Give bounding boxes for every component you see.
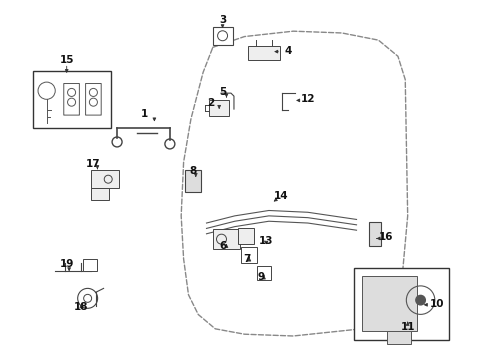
Bar (83, 260, 97, 271)
Bar (241, 247, 257, 263)
Text: 19: 19 (60, 259, 74, 269)
Text: 18: 18 (74, 302, 88, 312)
Text: 4: 4 (284, 46, 291, 56)
Bar (386, 331, 410, 344)
FancyBboxPatch shape (63, 84, 79, 115)
Text: 13: 13 (259, 236, 273, 246)
Text: 14: 14 (273, 191, 288, 201)
Text: 1: 1 (141, 109, 148, 119)
Circle shape (415, 296, 425, 305)
Bar (91, 188, 109, 200)
Bar (185, 170, 201, 192)
Bar (257, 266, 270, 280)
Bar (238, 228, 253, 244)
Bar (361, 276, 416, 331)
Text: 2: 2 (206, 98, 214, 108)
Bar (368, 222, 380, 246)
Text: 3: 3 (219, 15, 226, 26)
Bar (33, 71, 110, 128)
Bar (91, 170, 119, 188)
Text: 15: 15 (60, 55, 74, 65)
Text: 16: 16 (378, 232, 392, 242)
Bar (247, 46, 279, 60)
Text: 12: 12 (300, 94, 314, 104)
Text: 11: 11 (400, 322, 414, 332)
Text: 9: 9 (258, 272, 264, 282)
Bar (212, 229, 240, 249)
Bar (209, 100, 229, 116)
Text: 5: 5 (219, 87, 226, 97)
Bar (353, 268, 448, 339)
Text: 10: 10 (429, 299, 443, 309)
Text: 6: 6 (219, 241, 226, 251)
Text: 7: 7 (243, 254, 250, 264)
Text: 17: 17 (86, 159, 101, 169)
Text: 8: 8 (189, 166, 197, 176)
Bar (212, 27, 232, 45)
FancyBboxPatch shape (85, 84, 101, 115)
